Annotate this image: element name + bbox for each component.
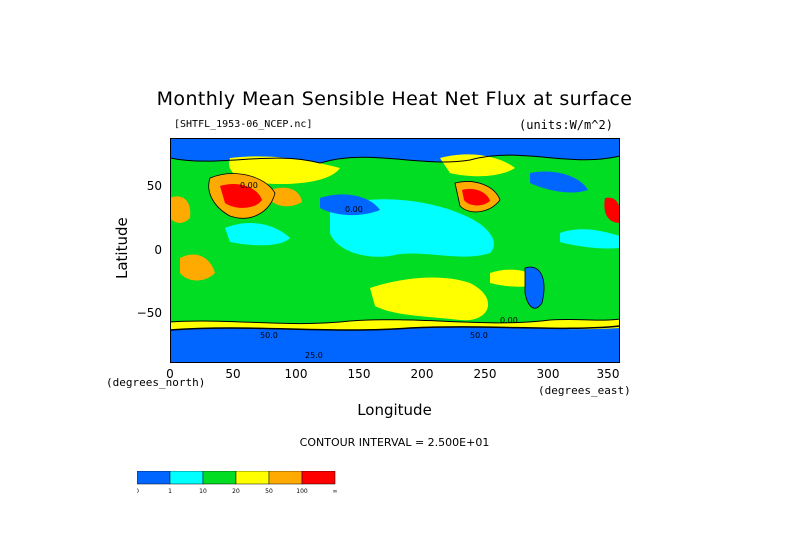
x-tick-label: 50 — [225, 367, 241, 381]
x-axis-label: Longitude — [357, 401, 432, 419]
x-units-label: (degrees_east) — [538, 384, 631, 397]
units-label: (units:W/m^2) — [519, 118, 613, 132]
contour-label: 0.00 — [240, 181, 258, 190]
colorbar: 0 1 10 20 50 100 ∞ — [137, 471, 338, 495]
colorbar-swatch — [301, 471, 336, 485]
y-units-label: (degrees_north) — [106, 376, 206, 389]
x-tick-label: 100 — [284, 367, 308, 381]
colorbar-label: 1 — [168, 488, 172, 495]
colorbar-label: 20 — [232, 488, 240, 495]
contour-interval-label: CONTOUR INTERVAL = 2.500E+01 — [299, 436, 490, 449]
colorbar-swatch — [137, 471, 171, 485]
heatmap-map: 0.00 0.00 50.0 25.0 50.0 0.00 — [170, 138, 620, 363]
y-axis-label: Latitude — [113, 217, 131, 279]
colorbar-label: ∞ — [333, 488, 338, 495]
contour-label: 0.00 — [345, 205, 363, 214]
x-tick-label: 150 — [347, 367, 371, 381]
source-file-label: [SHTFL_1953-06_NCEP.nc] — [174, 119, 313, 130]
contour-label: 25.0 — [305, 351, 323, 360]
x-tick-label: 350 — [596, 367, 620, 381]
colorbar-swatch — [268, 471, 303, 485]
contour-label: 50.0 — [260, 331, 278, 340]
contour-label: 50.0 — [470, 331, 488, 340]
x-tick-label: 200 — [410, 367, 434, 381]
colorbar-swatch — [169, 471, 204, 485]
chart-title: Monthly Mean Sensible Heat Net Flux at s… — [156, 88, 633, 110]
y-tick-label: 0 — [154, 243, 162, 257]
contour-label: 0.00 — [500, 316, 518, 325]
colorbar-label: 0 — [137, 488, 139, 495]
colorbar-swatch — [235, 471, 270, 485]
x-tick-label: 250 — [473, 367, 497, 381]
y-tick-label: 50 — [146, 179, 162, 193]
colorbar-label: 50 — [265, 488, 273, 495]
x-tick-label: 300 — [536, 367, 560, 381]
y-tick-label: −50 — [136, 306, 162, 320]
colorbar-swatch — [202, 471, 237, 485]
colorbar-label: 100 — [296, 488, 308, 495]
colorbar-label: 10 — [199, 488, 207, 495]
x-tick-label: 0 — [166, 367, 174, 381]
